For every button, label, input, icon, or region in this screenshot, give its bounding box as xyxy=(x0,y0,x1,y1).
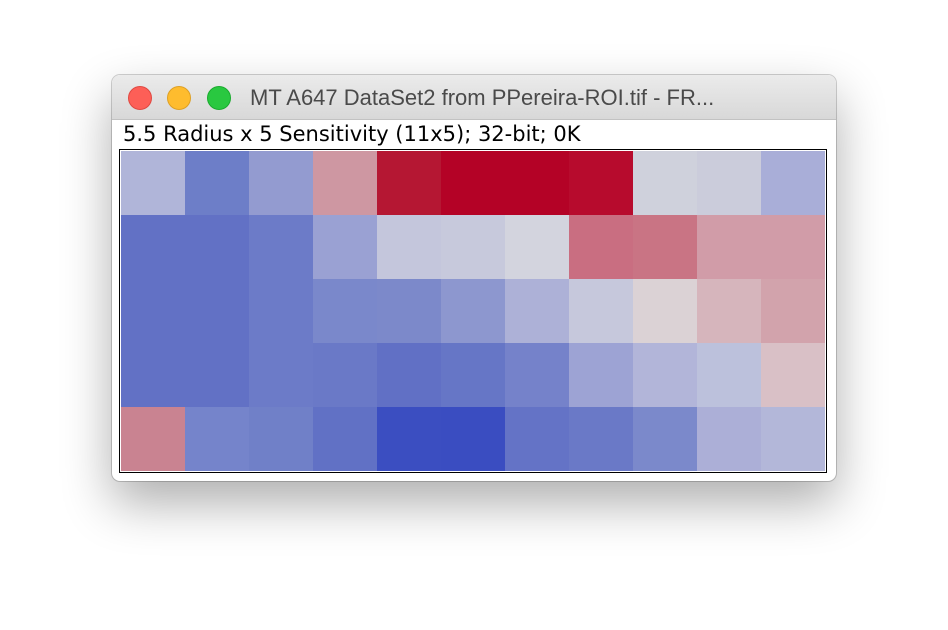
pixel-cell xyxy=(121,407,186,471)
pixel-cell xyxy=(569,215,634,280)
image-canvas[interactable] xyxy=(119,149,827,473)
pixel-cell xyxy=(249,407,314,471)
pixel-cell xyxy=(633,215,698,280)
pixel-cell xyxy=(185,215,250,280)
pixel-cell xyxy=(697,279,762,344)
heatmap-image[interactable] xyxy=(121,151,825,471)
pixel-cell xyxy=(441,407,506,471)
pixel-cell xyxy=(121,151,186,216)
image-info-line: 5.5 Radius x 5 Sensitivity (11x5); 32-bi… xyxy=(123,122,581,146)
pixel-cell xyxy=(121,279,186,344)
pixel-cell xyxy=(697,343,762,408)
pixel-cell xyxy=(249,215,314,280)
pixel-cell xyxy=(505,407,570,471)
pixel-cell xyxy=(313,279,378,344)
pixel-cell xyxy=(249,343,314,408)
pixel-cell xyxy=(185,279,250,344)
pixel-cell xyxy=(633,279,698,344)
pixel-cell xyxy=(505,279,570,344)
pixel-cell xyxy=(377,407,442,471)
pixel-cell xyxy=(569,407,634,471)
pixel-cell xyxy=(505,215,570,280)
pixel-cell xyxy=(249,279,314,344)
pixel-cell xyxy=(761,343,825,408)
pixel-cell xyxy=(377,279,442,344)
pixel-cell xyxy=(185,343,250,408)
pixel-cell xyxy=(313,151,378,216)
pixel-cell xyxy=(377,151,442,216)
pixel-cell xyxy=(633,407,698,471)
window-title: MT A647 DataSet2 from PPereira-ROI.tif -… xyxy=(250,85,715,110)
pixel-cell xyxy=(121,343,186,408)
pixel-cell xyxy=(441,343,506,408)
pixel-cell xyxy=(761,279,825,344)
pixel-cell xyxy=(569,151,634,216)
pixel-cell xyxy=(569,343,634,408)
pixel-cell xyxy=(441,215,506,280)
pixel-cell xyxy=(697,215,762,280)
pixel-cell xyxy=(697,407,762,471)
pixel-cell xyxy=(633,343,698,408)
pixel-cell xyxy=(185,407,250,471)
pixel-cell xyxy=(569,279,634,344)
pixel-cell xyxy=(761,407,825,471)
pixel-cell xyxy=(313,215,378,280)
pixel-cell xyxy=(313,407,378,471)
pixel-cell xyxy=(505,343,570,408)
zoom-button[interactable] xyxy=(207,86,231,110)
pixel-cell xyxy=(249,151,314,216)
pixel-cell xyxy=(185,151,250,216)
pixel-cell xyxy=(633,151,698,216)
pixel-cell xyxy=(441,279,506,344)
pixel-cell xyxy=(377,343,442,408)
minimize-button[interactable] xyxy=(167,86,191,110)
pixel-cell xyxy=(697,151,762,216)
pixel-cell xyxy=(121,215,186,280)
close-button[interactable] xyxy=(128,86,152,110)
pixel-cell xyxy=(377,215,442,280)
pixel-cell xyxy=(313,343,378,408)
pixel-cell xyxy=(761,215,825,280)
pixel-cell xyxy=(505,151,570,216)
title-bar[interactable]: MT A647 DataSet2 from PPereira-ROI.tif -… xyxy=(112,75,836,120)
image-window: MT A647 DataSet2 from PPereira-ROI.tif -… xyxy=(112,75,836,481)
pixel-cell xyxy=(761,151,825,216)
pixel-cell xyxy=(441,151,506,216)
